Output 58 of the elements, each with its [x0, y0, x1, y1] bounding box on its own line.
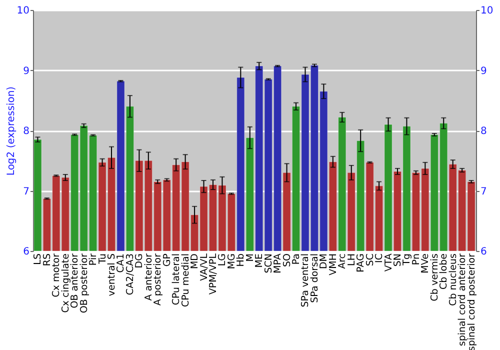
- y2-tick-label: 8: [480, 126, 487, 137]
- x-tick-label: CA1: [116, 254, 127, 273]
- x-tick-label: DG: [134, 254, 146, 268]
- x-tick-label: Arc: [337, 254, 348, 269]
- y2-tick-label: 6: [480, 246, 487, 258]
- x-tick-label: SPa dorsal: [309, 254, 320, 303]
- y-tick-label: 8: [23, 126, 30, 137]
- x-tick-label: VPM/VPL: [208, 252, 219, 295]
- x-tick-label: SCN: [263, 254, 274, 274]
- x-tick-label: MPA: [272, 253, 284, 274]
- x-tick-label: MD: [190, 254, 201, 270]
- x-tick-label: ventral S: [106, 254, 118, 296]
- y2-tick-label: 7: [480, 186, 487, 198]
- x-tick-label: Cx motor: [51, 253, 62, 298]
- x-tick-label: IC: [374, 253, 386, 263]
- x-tick-label: Cx cingulate: [60, 253, 72, 313]
- x-tick-label: Tg: [402, 254, 413, 266]
- x-tick-label: ME: [254, 254, 266, 268]
- x-tick-label: MG: [226, 254, 238, 270]
- y-tick-label: 6: [23, 246, 30, 258]
- x-tick-label: PAG: [356, 254, 367, 272]
- x-tick-label: Pir: [88, 253, 100, 266]
- y-tick-label: 9: [23, 66, 30, 77]
- y2-tick-label: 10: [480, 6, 494, 16]
- y-tick-label: 7: [23, 186, 30, 198]
- x-tick-label: LH: [346, 254, 358, 266]
- x-tick-label: Cb nucleus: [448, 253, 459, 306]
- x-tick-label: OB anterior: [70, 253, 81, 308]
- x-tick-label: SC: [364, 253, 376, 266]
- x-tick-label: Cb lobe: [438, 253, 450, 290]
- x-tick-label: Tu: [97, 254, 108, 265]
- x-tick-label: SO: [282, 254, 293, 268]
- x-tick-label: VMH: [328, 254, 339, 276]
- x-tick-label: M: [244, 254, 256, 262]
- x-tick-label: SN: [392, 254, 404, 267]
- x-tick-label: CPu medial: [180, 254, 192, 307]
- x-tick-label: A posterior: [152, 253, 164, 306]
- x-tick-label: Pa: [291, 254, 302, 265]
- y2-tick-label: 9: [480, 66, 487, 77]
- x-tick-label: SPa ventral: [300, 254, 312, 308]
- x-tick-label: A anterior: [143, 253, 154, 301]
- x-tick-label: VTA: [383, 253, 394, 272]
- x-tick-label: CA2/CA3: [124, 254, 136, 296]
- x-tick-label: GP: [162, 253, 173, 267]
- x-tick-label: DM: [318, 254, 330, 270]
- x-tick-label: LS: [32, 254, 44, 265]
- x-tick-label: Cb vermis: [429, 253, 440, 302]
- x-tick-label: RS: [42, 254, 53, 266]
- x-tick-label: LG: [217, 254, 228, 266]
- y-tick-label: 10: [16, 6, 30, 16]
- y-axis-title: Log2 (expression): [6, 86, 17, 176]
- x-tick-label: MVe: [420, 253, 432, 274]
- x-tick-label: spinal cord anterior: [457, 253, 468, 346]
- x-tick-label: Hb: [236, 254, 247, 267]
- x-tick-label: VA/VL: [198, 252, 210, 281]
- x-tick-label: Pn: [410, 254, 422, 266]
- x-tick-label: OB posterior: [78, 253, 90, 314]
- x-tick-label: CPu lateral: [171, 254, 182, 306]
